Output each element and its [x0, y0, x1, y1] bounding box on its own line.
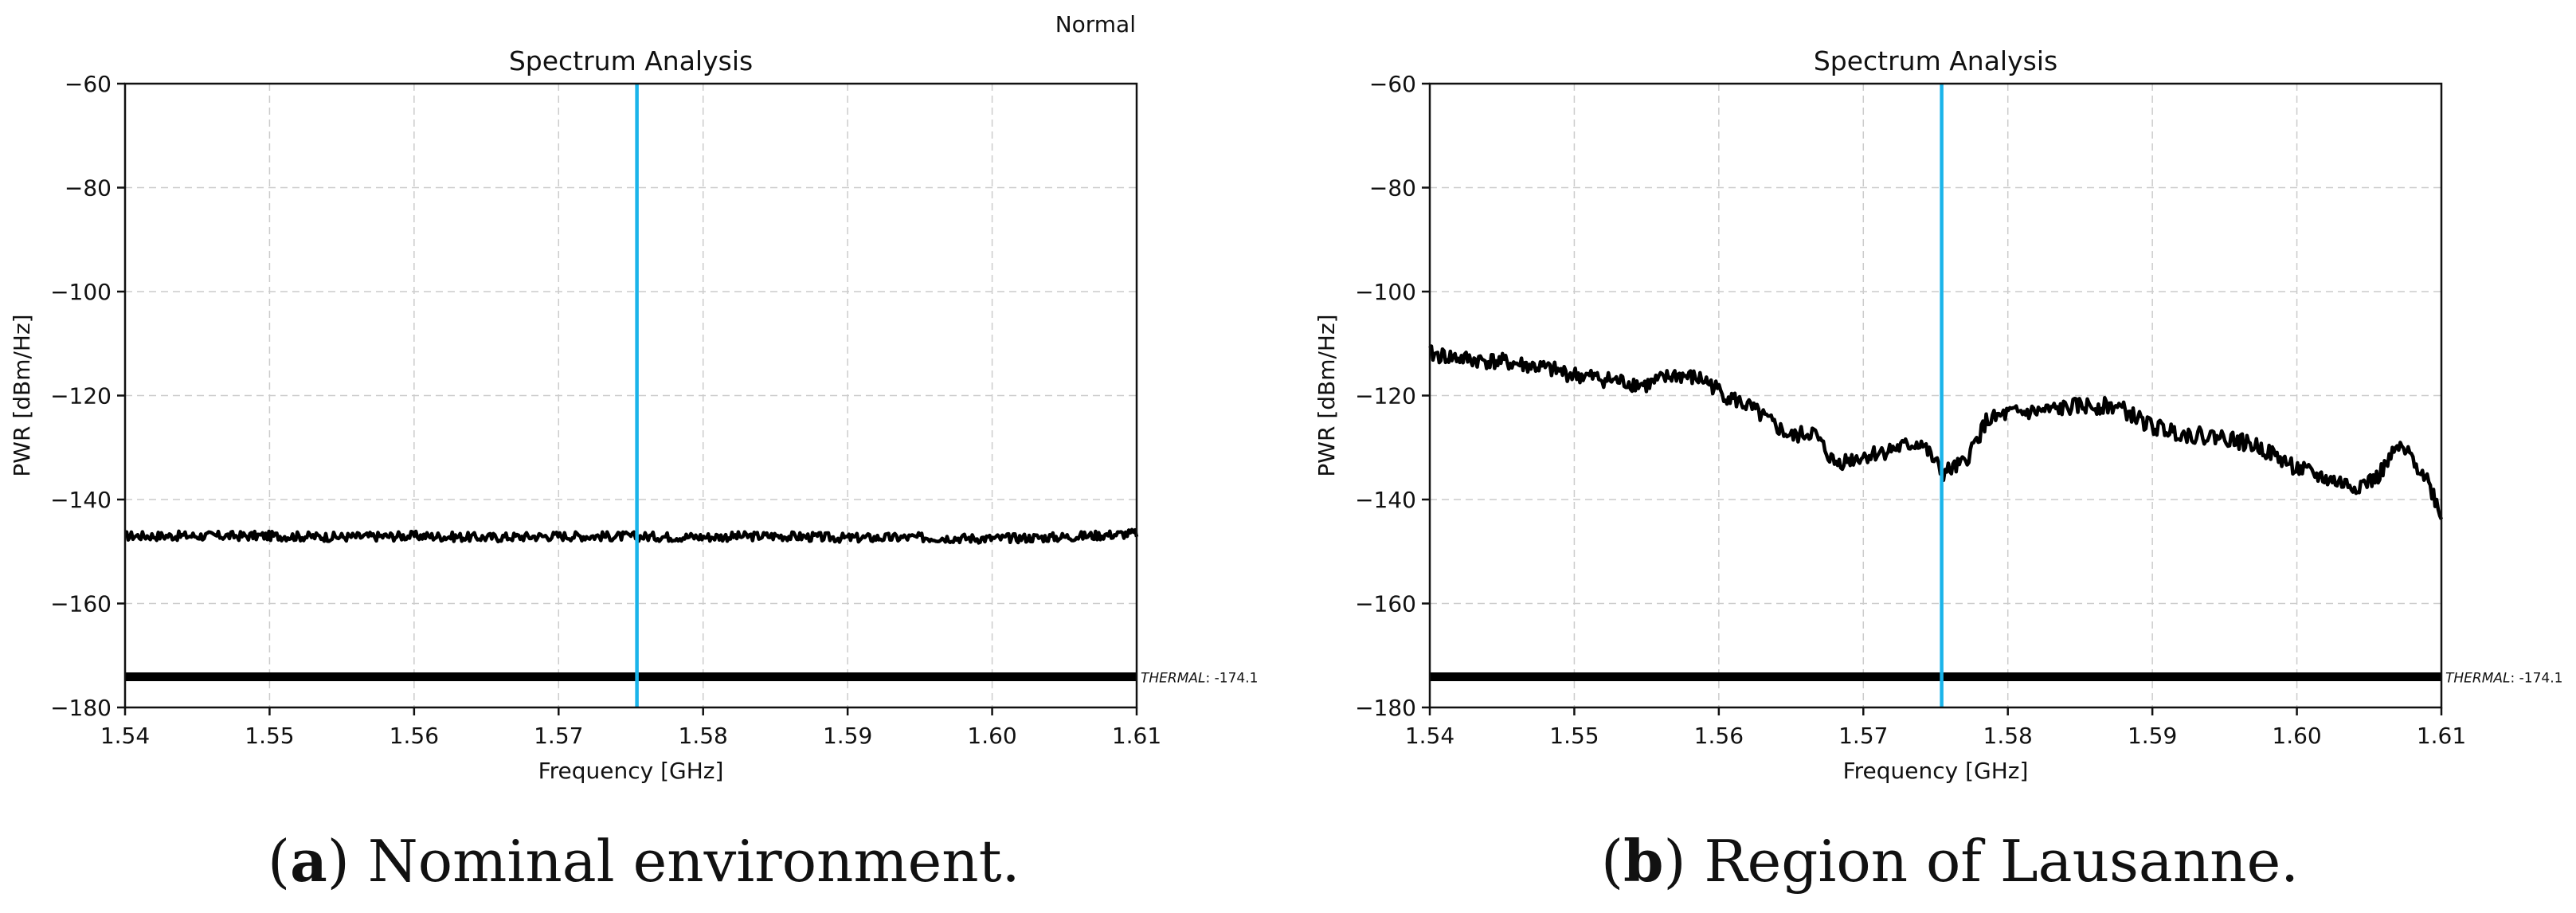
x-tick-label: 1.59	[823, 723, 872, 749]
thermal-label-prefix: THERMAL	[1141, 671, 1206, 687]
spectrum-chart-b: 1.54 1.55 1.56 1.57 1.58 1.59 1.60 1.61 −60 −80 −1…	[1313, 45, 2562, 784]
spectrum-chart-a: 1.54 1.55 1.56 1.57 1.58 1.59 1.60 1.61 −60 −80 −1…	[9, 45, 1258, 784]
x-tick-label: 1.55	[1549, 723, 1599, 749]
thermal-label-value: : -174.1	[2511, 671, 2563, 687]
x-tick-label: 1.61	[2417, 723, 2466, 749]
x-axis-label: Frequency [GHz]	[538, 758, 724, 784]
chart-title: Spectrum Analysis	[1814, 45, 2057, 76]
y-tick-label: −180	[50, 695, 112, 721]
x-tick-label: 1.56	[390, 723, 439, 749]
y-tick-label: −60	[1369, 71, 1416, 97]
x-tick-label: 1.56	[1694, 723, 1744, 749]
y-tick-label: −140	[1355, 487, 1416, 513]
thermal-label: THERMAL: -174.1	[1141, 671, 1258, 687]
status-label: Normal	[1055, 11, 1136, 37]
y-axis-label: PWR [dBm/Hz]	[1313, 314, 1340, 476]
y-tick-label: −120	[50, 383, 112, 409]
caption-b: (b) Region of Lausanne.	[1601, 827, 2300, 895]
thermal-label: THERMAL: -174.1	[2445, 671, 2562, 687]
x-tick-label: 1.61	[1112, 723, 1161, 749]
x-tick-label: 1.54	[100, 723, 150, 749]
x-axis-label: Frequency [GHz]	[1843, 758, 2029, 784]
series-line-0	[1428, 344, 2444, 520]
caption-a: (a) Nominal environment.	[268, 827, 1020, 895]
caption-b-text: ) Region of Lausanne.	[1663, 828, 2300, 895]
thermal-label-value: : -174.1	[1206, 671, 1259, 687]
x-tick-label: 1.58	[1983, 723, 2033, 749]
caption-a-text: ) Nominal environment.	[327, 828, 1020, 895]
y-tick-label: −100	[1355, 279, 1416, 305]
x-tick-label: 1.60	[967, 723, 1016, 749]
y-tick-label: −80	[1369, 175, 1416, 202]
chart-title: Spectrum Analysis	[509, 45, 753, 76]
y-tick-label: −120	[1355, 383, 1416, 409]
y-tick-label: −80	[65, 175, 112, 202]
x-tick-label: 1.54	[1405, 723, 1454, 749]
y-tick-label: −160	[1355, 591, 1416, 617]
x-tick-label: 1.59	[2128, 723, 2177, 749]
caption-a-letter: a	[290, 827, 327, 895]
y-axis-label: PWR [dBm/Hz]	[9, 314, 35, 476]
y-tick-label: −180	[1355, 695, 1416, 721]
y-tick-label: −160	[50, 591, 112, 617]
y-tick-label: −60	[65, 71, 112, 97]
x-tick-label: 1.57	[534, 723, 583, 749]
y-tick-label: −140	[50, 487, 112, 513]
x-tick-label: 1.55	[245, 723, 294, 749]
series-line-0	[124, 527, 1139, 545]
x-tick-label: 1.58	[679, 723, 728, 749]
thermal-label-prefix: THERMAL	[2445, 671, 2511, 687]
caption-b-letter: b	[1623, 827, 1664, 895]
x-tick-label: 1.60	[2272, 723, 2321, 749]
x-tick-label: 1.57	[1838, 723, 1888, 749]
y-tick-label: −100	[50, 279, 112, 305]
